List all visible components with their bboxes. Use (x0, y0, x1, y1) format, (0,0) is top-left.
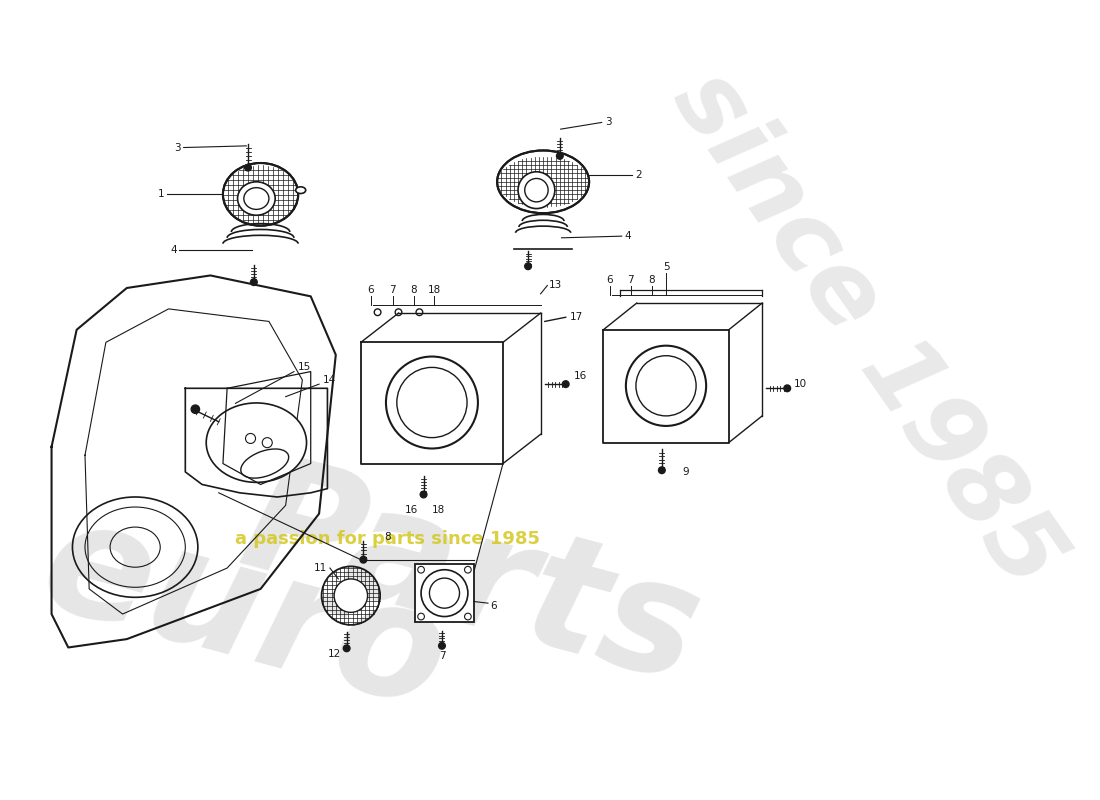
Text: 5: 5 (662, 262, 669, 272)
Circle shape (626, 346, 706, 426)
Ellipse shape (296, 187, 306, 194)
Circle shape (562, 381, 569, 387)
Circle shape (525, 263, 531, 270)
Circle shape (420, 491, 427, 498)
Text: 14: 14 (323, 375, 337, 385)
Text: 3: 3 (605, 118, 612, 127)
Text: 15: 15 (298, 362, 311, 373)
Text: 17: 17 (570, 312, 583, 322)
Text: euro: euro (26, 486, 463, 742)
Text: 12: 12 (328, 649, 341, 659)
Circle shape (334, 579, 367, 612)
Text: Parts: Parts (227, 446, 716, 716)
Text: 10: 10 (794, 379, 807, 389)
Text: 7: 7 (389, 285, 396, 294)
Text: 8: 8 (384, 532, 390, 542)
Circle shape (191, 405, 199, 414)
Text: 8: 8 (649, 274, 656, 285)
Circle shape (244, 164, 252, 171)
Text: 18: 18 (428, 285, 441, 294)
Ellipse shape (497, 150, 590, 213)
Text: 4: 4 (624, 231, 630, 241)
Ellipse shape (206, 403, 307, 482)
Text: 11: 11 (315, 563, 328, 573)
Text: 9: 9 (683, 467, 690, 477)
Circle shape (439, 642, 446, 649)
Text: 16: 16 (405, 505, 418, 514)
Ellipse shape (238, 182, 275, 215)
Text: 8: 8 (410, 285, 417, 294)
Circle shape (659, 467, 666, 474)
Text: a passion for parts since 1985: a passion for parts since 1985 (235, 530, 540, 548)
Ellipse shape (223, 163, 298, 226)
Circle shape (251, 278, 257, 286)
Circle shape (343, 645, 350, 652)
Text: 1: 1 (157, 190, 164, 199)
Text: 7: 7 (439, 651, 446, 661)
Text: 6: 6 (491, 601, 497, 610)
Text: 16: 16 (574, 370, 587, 381)
Text: 18: 18 (432, 505, 446, 514)
Circle shape (518, 172, 554, 209)
Circle shape (421, 570, 468, 617)
Circle shape (557, 153, 563, 159)
Circle shape (784, 385, 791, 392)
Text: 6: 6 (607, 274, 614, 285)
Bar (415, 564, 474, 622)
Text: 7: 7 (628, 274, 635, 285)
Text: since 1985: since 1985 (653, 54, 1080, 606)
Circle shape (360, 556, 366, 563)
Text: 13: 13 (549, 281, 562, 290)
Text: 6: 6 (367, 285, 374, 294)
Text: 3: 3 (175, 142, 182, 153)
Circle shape (386, 357, 477, 449)
Text: 2: 2 (635, 170, 641, 180)
Text: 4: 4 (170, 246, 177, 255)
